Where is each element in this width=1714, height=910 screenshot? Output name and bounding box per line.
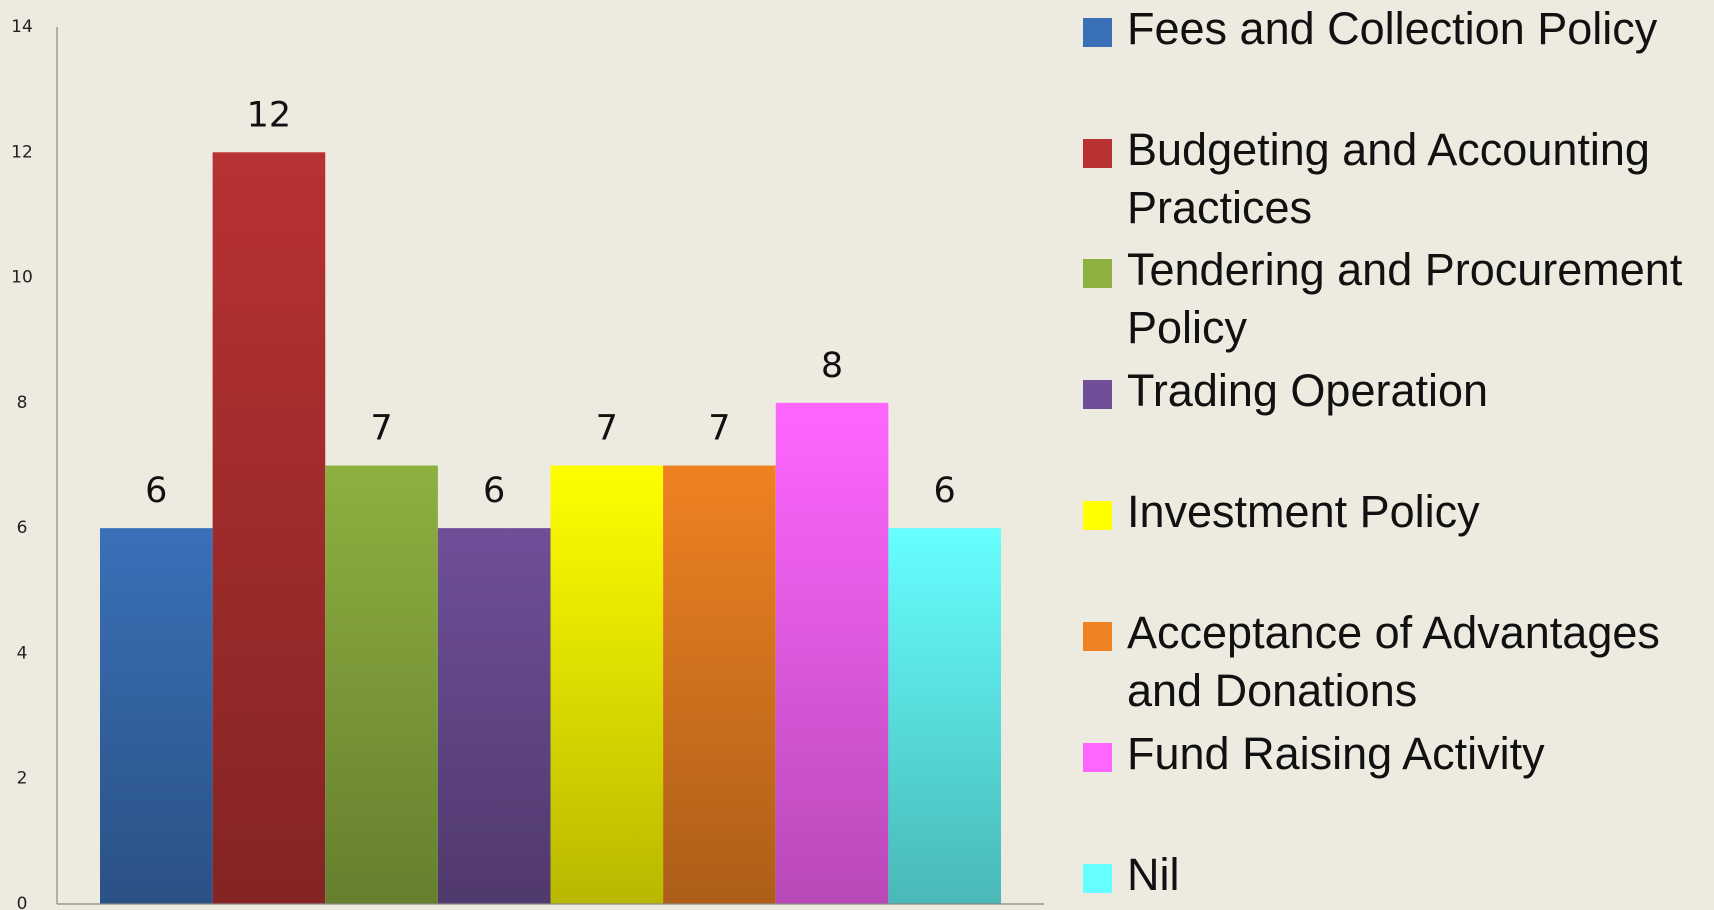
y-tick-label: 2 [17,769,28,789]
bar [212,152,326,905]
legend-label: Trading Operation [1127,365,1489,416]
legend-entry: Tendering and Procurement Policy [1083,241,1703,357]
value-label: 7 [708,409,730,449]
legend-swatch [1083,743,1112,772]
value-label: 6 [145,471,167,511]
y-tick-label: 12 [11,142,33,162]
legend-label: Nil [1127,849,1180,900]
legend-entry: Trading Operation [1083,362,1703,420]
legend-entry: Nil [1083,846,1703,904]
legend-swatch [1083,259,1112,288]
bar [100,528,213,904]
legend-label: Investment Policy [1127,486,1480,537]
legend-swatch [1083,18,1112,47]
legend-entry: Budgeting and Accounting Practices [1083,121,1703,237]
legend-label: Budgeting and Accounting Practices [1127,124,1650,233]
y-tick-label: 0 [17,894,28,910]
legend-entry: Fees and Collection Policy [1083,0,1703,58]
value-label: 12 [247,95,292,135]
y-tick-label: 8 [17,393,28,413]
bar [888,528,1001,904]
bar [437,528,551,904]
legend-label: Fund Raising Activity [1127,728,1545,779]
y-tick-label: 14 [11,17,33,37]
value-label: 7 [370,409,392,449]
legend-entry: Investment Policy [1083,483,1703,541]
value-label: 8 [821,346,843,386]
y-tick-label: 6 [17,518,28,538]
bar [325,465,438,904]
value-label: 6 [934,471,956,511]
legend-swatch [1083,864,1112,893]
legend-entry: Fund Raising Activity [1083,725,1703,783]
value-label: 6 [483,471,505,511]
value-label: 7 [596,409,618,449]
legend-swatch [1083,380,1112,409]
bar [775,402,889,904]
legend-entry: Acceptance of Advantages and Donations [1083,604,1703,720]
y-tick-label: 4 [17,643,28,663]
legend-swatch [1083,501,1112,530]
legend-label: Acceptance of Advantages and Donations [1127,607,1660,716]
legend-swatch [1083,622,1112,651]
y-tick-label: 10 [11,268,33,288]
bar [550,465,664,904]
legend-swatch [1083,139,1112,168]
bar [663,465,776,904]
legend-label: Tendering and Procurement Policy [1127,244,1683,353]
legend-label: Fees and Collection Policy [1127,3,1658,54]
